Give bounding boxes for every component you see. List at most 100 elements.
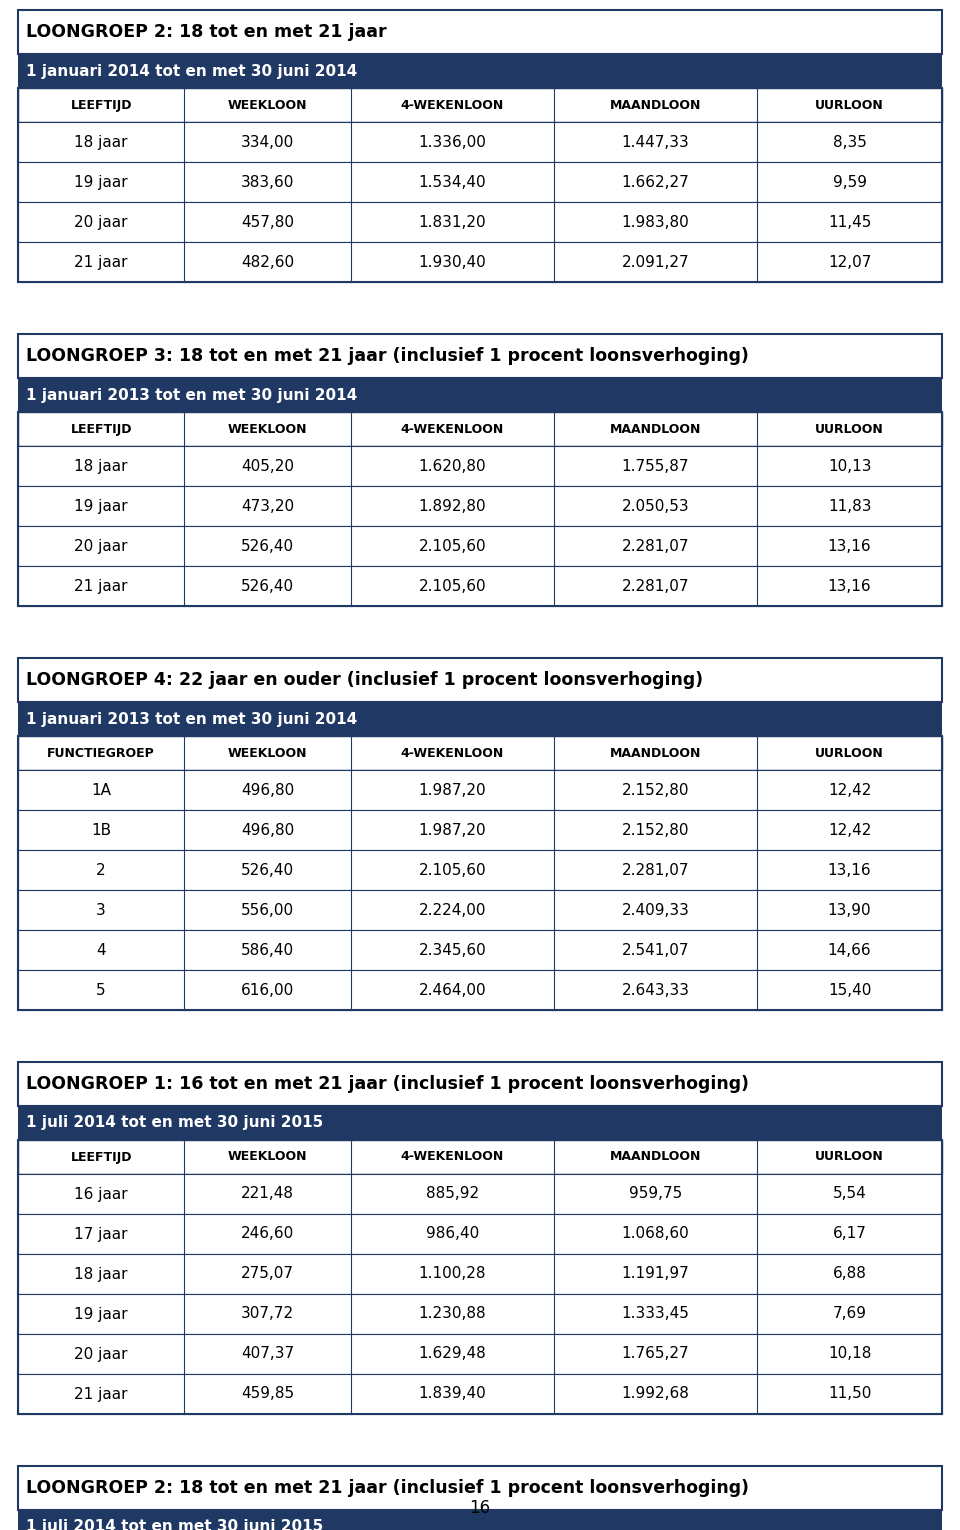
Text: 2.050,53: 2.050,53: [622, 499, 689, 514]
Text: MAANDLOON: MAANDLOON: [610, 747, 701, 759]
Bar: [18, 487, 942, 526]
Bar: [18, 526, 942, 566]
Text: 1.987,20: 1.987,20: [419, 823, 486, 837]
Text: 1.629,48: 1.629,48: [419, 1346, 486, 1362]
Text: 1 januari 2013 tot en met 30 juni 2014: 1 januari 2013 tot en met 30 juni 2014: [26, 387, 357, 402]
Bar: [18, 809, 942, 851]
Bar: [18, 566, 942, 606]
Text: 1 januari 2013 tot en met 30 juni 2014: 1 januari 2013 tot en met 30 juni 2014: [26, 711, 357, 727]
Text: LEEFTIJD: LEEFTIJD: [70, 422, 132, 436]
Text: 19 jaar: 19 jaar: [74, 499, 128, 514]
Text: 496,80: 496,80: [241, 782, 294, 797]
Text: 2.281,07: 2.281,07: [622, 578, 689, 594]
Text: 457,80: 457,80: [241, 214, 294, 230]
Bar: [18, 1174, 942, 1213]
Bar: [18, 1374, 942, 1414]
Text: 21 jaar: 21 jaar: [75, 254, 128, 269]
Text: 482,60: 482,60: [241, 254, 294, 269]
Bar: [18, 162, 942, 202]
Text: 246,60: 246,60: [241, 1227, 294, 1241]
Text: 19 jaar: 19 jaar: [74, 1307, 128, 1322]
Text: 11,50: 11,50: [828, 1386, 872, 1401]
Text: 1.755,87: 1.755,87: [622, 459, 689, 473]
Bar: [18, 1466, 942, 1510]
Text: 17 jaar: 17 jaar: [75, 1227, 128, 1241]
Text: 20 jaar: 20 jaar: [75, 1346, 128, 1362]
Text: 2.091,27: 2.091,27: [622, 254, 689, 269]
Text: 1.892,80: 1.892,80: [419, 499, 486, 514]
Bar: [18, 11, 942, 54]
Text: 10,13: 10,13: [828, 459, 872, 473]
Bar: [18, 447, 942, 487]
Text: 1.534,40: 1.534,40: [419, 174, 486, 190]
Text: 275,07: 275,07: [241, 1267, 294, 1282]
Bar: [18, 702, 942, 736]
Text: 13,90: 13,90: [828, 903, 872, 918]
Text: MAANDLOON: MAANDLOON: [610, 422, 701, 436]
Text: 586,40: 586,40: [241, 942, 294, 958]
Text: 13,16: 13,16: [828, 539, 872, 554]
Text: 2.152,80: 2.152,80: [622, 782, 689, 797]
Text: 496,80: 496,80: [241, 823, 294, 837]
Bar: [18, 890, 942, 930]
Text: 1.230,88: 1.230,88: [419, 1307, 486, 1322]
Text: MAANDLOON: MAANDLOON: [610, 1151, 701, 1163]
Text: 526,40: 526,40: [241, 863, 294, 878]
Text: WEEKLOON: WEEKLOON: [228, 1151, 307, 1163]
Text: 307,72: 307,72: [241, 1307, 294, 1322]
Text: 8,35: 8,35: [832, 135, 867, 150]
Text: WEEKLOON: WEEKLOON: [228, 422, 307, 436]
Text: 383,60: 383,60: [241, 174, 294, 190]
Bar: [18, 242, 942, 282]
Text: 18 jaar: 18 jaar: [75, 459, 128, 473]
Text: WEEKLOON: WEEKLOON: [228, 98, 307, 112]
Text: 2.541,07: 2.541,07: [622, 942, 689, 958]
Text: 1.333,45: 1.333,45: [622, 1307, 689, 1322]
Text: 526,40: 526,40: [241, 539, 294, 554]
Text: 459,85: 459,85: [241, 1386, 294, 1401]
Text: 1.930,40: 1.930,40: [419, 254, 486, 269]
Bar: [18, 1062, 942, 1106]
Text: LOONGROEP 4: 22 jaar en ouder (inclusief 1 procent loonsverhoging): LOONGROEP 4: 22 jaar en ouder (inclusief…: [26, 672, 703, 688]
Text: 12,42: 12,42: [828, 782, 872, 797]
Text: 616,00: 616,00: [241, 982, 294, 998]
Text: 1 juli 2014 tot en met 30 juni 2015: 1 juli 2014 tot en met 30 juni 2015: [26, 1115, 324, 1131]
Text: 221,48: 221,48: [241, 1186, 294, 1201]
Bar: [18, 1140, 942, 1174]
Text: 20 jaar: 20 jaar: [75, 214, 128, 230]
Text: 4: 4: [96, 942, 106, 958]
Text: 11,45: 11,45: [828, 214, 872, 230]
Text: 1.987,20: 1.987,20: [419, 782, 486, 797]
Bar: [18, 1294, 942, 1334]
Text: LEEFTIJD: LEEFTIJD: [70, 1151, 132, 1163]
Text: 4-WEKENLOON: 4-WEKENLOON: [400, 98, 504, 112]
Text: 986,40: 986,40: [425, 1227, 479, 1241]
Text: 1B: 1B: [91, 823, 111, 837]
Text: LOONGROEP 1: 16 tot en met 21 jaar (inclusief 1 procent loonsverhoging): LOONGROEP 1: 16 tot en met 21 jaar (incl…: [26, 1076, 749, 1092]
Text: 2.105,60: 2.105,60: [419, 539, 486, 554]
Text: 20 jaar: 20 jaar: [75, 539, 128, 554]
Text: 9,59: 9,59: [832, 174, 867, 190]
Text: 405,20: 405,20: [241, 459, 294, 473]
Bar: [18, 412, 942, 447]
Bar: [18, 1106, 942, 1140]
Text: 21 jaar: 21 jaar: [75, 578, 128, 594]
Bar: [18, 89, 942, 122]
Bar: [18, 970, 942, 1010]
Text: 12,42: 12,42: [828, 823, 872, 837]
Text: 1.983,80: 1.983,80: [622, 214, 689, 230]
Text: 2.345,60: 2.345,60: [419, 942, 486, 958]
Bar: [18, 378, 942, 412]
Text: 6,17: 6,17: [832, 1227, 867, 1241]
Bar: [18, 334, 942, 378]
Text: MAANDLOON: MAANDLOON: [610, 98, 701, 112]
Text: 2.105,60: 2.105,60: [419, 863, 486, 878]
Text: 1.662,27: 1.662,27: [622, 174, 689, 190]
Bar: [18, 851, 942, 890]
Text: 959,75: 959,75: [629, 1186, 683, 1201]
Text: 2: 2: [96, 863, 106, 878]
Text: 14,66: 14,66: [828, 942, 872, 958]
Text: 13,16: 13,16: [828, 578, 872, 594]
Text: 3: 3: [96, 903, 106, 918]
Bar: [18, 54, 942, 89]
